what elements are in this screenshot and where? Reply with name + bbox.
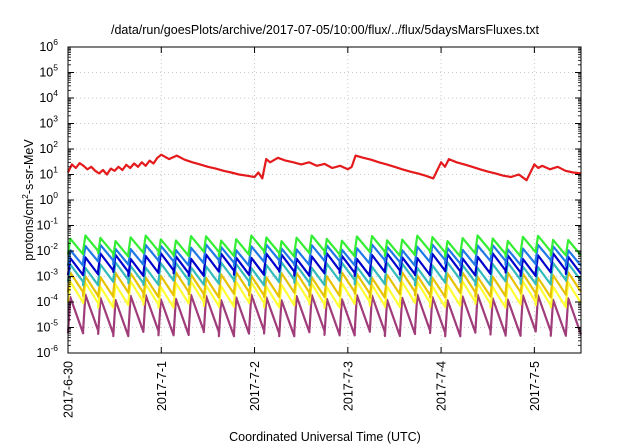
- tick-marks: [67, 46, 581, 354]
- y-tick-label: 10-6: [37, 343, 59, 360]
- y-axis-label-superscript: 2: [20, 194, 30, 199]
- x-tick-label: 2017-7-2: [248, 361, 262, 411]
- y-tick-label: 10-3: [37, 267, 59, 284]
- series-line: [67, 153, 582, 182]
- y-tick-label: 105: [39, 63, 58, 80]
- x-tick-label: 2017-7-1: [155, 361, 169, 411]
- y-tick-exponent: 1: [53, 165, 58, 175]
- y-tick-base: 10: [37, 244, 51, 258]
- y-tick-exponent: -5: [50, 318, 58, 328]
- y-tick-exponent: 6: [53, 37, 58, 47]
- series-line: [66, 271, 582, 299]
- y-tick-base: 10: [39, 66, 53, 80]
- y-tick-exponent: -2: [50, 241, 58, 251]
- y-tick-base: 10: [39, 91, 53, 105]
- y-tick-exponent: -1: [50, 216, 58, 226]
- y-tick-labels: 10-610-510-410-310-210-11001011021031041…: [37, 37, 59, 360]
- y-tick-base: 10: [37, 219, 51, 233]
- y-tick-label: 104: [39, 88, 58, 105]
- y-tick-exponent: 3: [53, 114, 58, 124]
- series-line: [66, 293, 583, 338]
- y-tick-exponent: -4: [50, 292, 58, 302]
- series-line: [66, 243, 582, 267]
- y-tick-label: 10-1: [37, 216, 59, 233]
- y-tick-base: 10: [39, 193, 53, 207]
- y-axis-label-prefix: protons/cm: [22, 199, 36, 261]
- y-tick-exponent: 5: [53, 63, 58, 73]
- y-tick-label: 106: [39, 37, 58, 54]
- chart-title: /data/run/goesPlots/archive/2017-07-05/1…: [111, 23, 540, 37]
- y-tick-label: 103: [39, 114, 58, 131]
- x-tick-label: 2017-7-5: [528, 361, 542, 411]
- x-tick-label: 2017-6-30: [62, 361, 76, 418]
- y-tick-base: 10: [39, 40, 53, 54]
- y-tick-exponent: -6: [50, 343, 58, 353]
- y-tick-label: 10-4: [37, 292, 59, 309]
- series-line: [66, 280, 582, 309]
- x-axis-label: Coordinated Universal Time (UTC): [229, 430, 421, 444]
- x-tick-label: 2017-7-4: [435, 361, 449, 411]
- y-axis-label: protons/cm2-s-sr-MeV: [20, 139, 36, 261]
- y-tick-label: 10-5: [37, 318, 59, 335]
- series-layer: [66, 153, 583, 338]
- x-tick-label: 2017-7-3: [341, 361, 355, 411]
- y-tick-exponent: 2: [53, 139, 58, 149]
- y-tick-base: 10: [37, 295, 51, 309]
- y-axis-label-suffix: -s-sr-MeV: [22, 139, 36, 195]
- y-tick-label: 100: [39, 190, 58, 207]
- y-tick-exponent: -3: [50, 267, 58, 277]
- y-tick-exponent: 4: [53, 88, 58, 98]
- y-tick-base: 10: [37, 321, 51, 335]
- y-tick-base: 10: [37, 270, 51, 284]
- y-tick-label: 10-2: [37, 241, 59, 258]
- y-tick-base: 10: [39, 168, 53, 182]
- series-line: [66, 234, 582, 258]
- series-line: [66, 261, 582, 287]
- y-tick-exponent: 0: [53, 190, 58, 200]
- y-tick-base: 10: [39, 117, 53, 131]
- series-line: [66, 252, 582, 278]
- y-tick-base: 10: [37, 346, 51, 360]
- y-tick-base: 10: [39, 142, 53, 156]
- x-tick-labels: 2017-6-30 2017-7-1 2017-7-2 2017-7-3 2017-7-…: [62, 361, 542, 418]
- y-tick-label: 101: [39, 165, 58, 182]
- y-tick-label: 102: [39, 139, 58, 156]
